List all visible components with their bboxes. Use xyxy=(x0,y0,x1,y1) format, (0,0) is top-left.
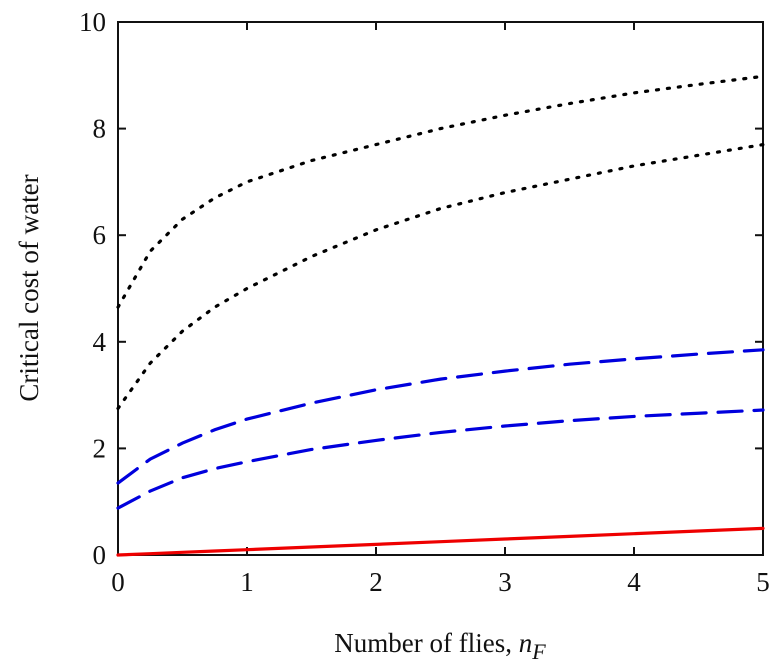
series-line xyxy=(116,348,765,485)
series-line xyxy=(116,142,765,411)
plot-frame xyxy=(117,21,764,556)
x-tick-label: 1 xyxy=(240,567,254,597)
x-tick-label: 0 xyxy=(111,567,125,597)
x-label-text: Number of flies, xyxy=(334,628,512,658)
x-label-sub: F xyxy=(531,639,546,664)
series-line xyxy=(116,408,765,510)
x-tick-label: 3 xyxy=(498,567,512,597)
y-tick-label: 4 xyxy=(93,327,107,357)
x-tick-label: 4 xyxy=(627,567,641,597)
y-axis-label: Critical cost of water xyxy=(14,174,44,401)
x-axis-label: Number of flies, nF xyxy=(334,628,546,664)
x-label-var: n xyxy=(519,628,533,658)
series-line xyxy=(116,526,765,557)
series-line xyxy=(116,74,765,309)
y-tick-label: 2 xyxy=(93,433,107,463)
y-tick-label: 0 xyxy=(93,540,107,570)
x-tick-label: 5 xyxy=(756,567,770,597)
y-tick-label: 6 xyxy=(93,220,107,250)
x-tick-label: 2 xyxy=(369,567,383,597)
y-tick-label: 10 xyxy=(79,7,106,37)
y-tick-label: 8 xyxy=(93,114,107,144)
